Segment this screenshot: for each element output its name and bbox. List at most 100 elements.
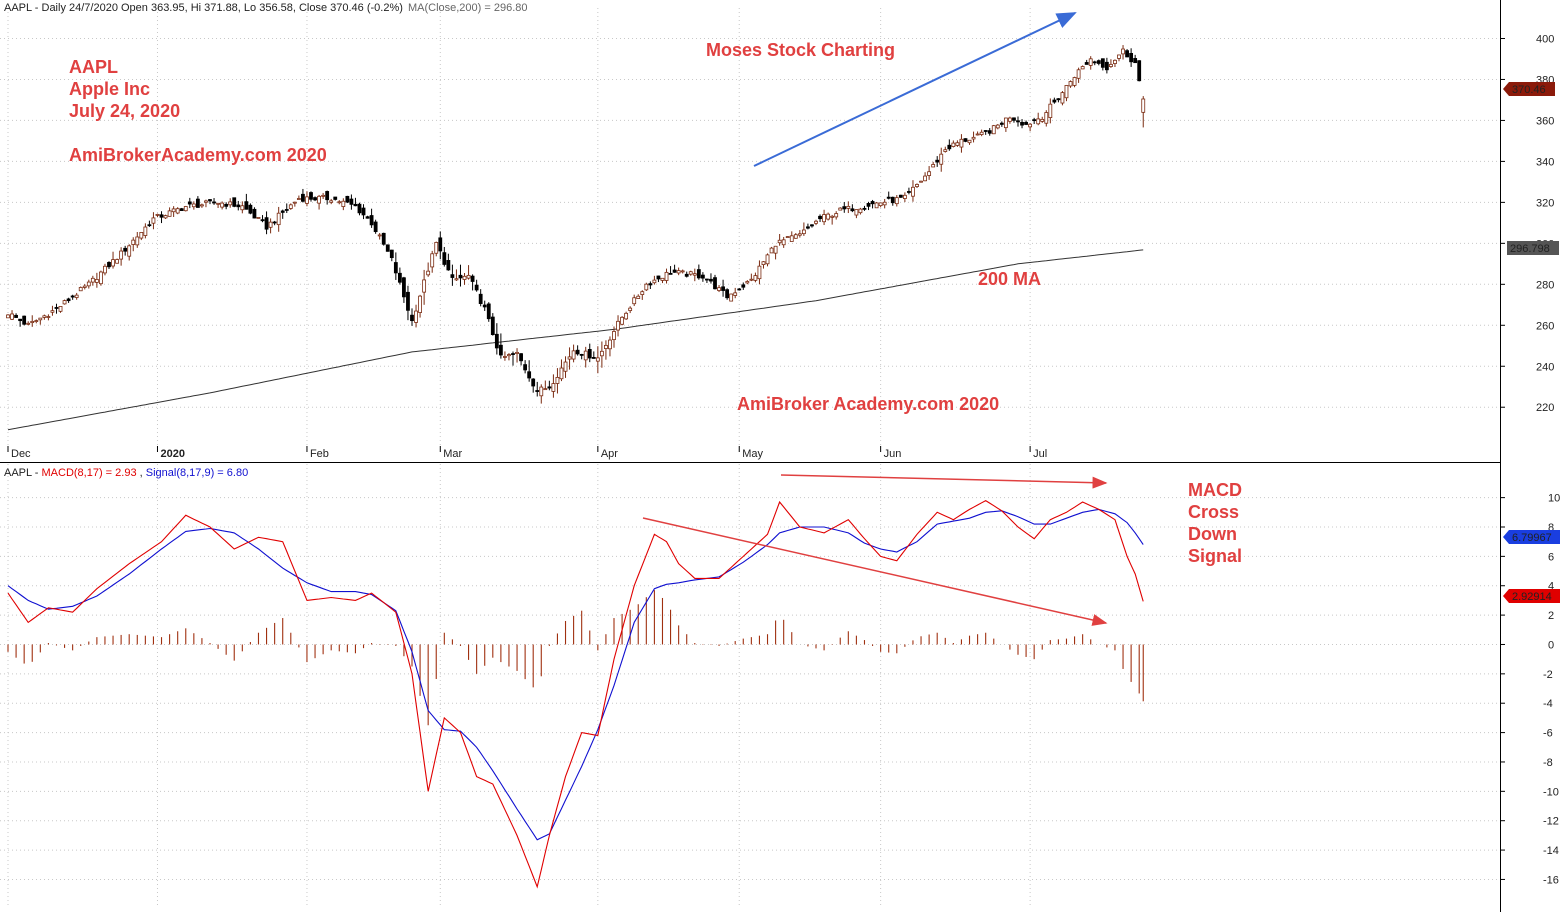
price-panel-header: AAPL - Daily 24/7/2020 Open 363.95, Hi 3… bbox=[4, 2, 528, 14]
ma200-badge: 296.798 bbox=[1507, 241, 1559, 255]
candle bbox=[850, 204, 855, 213]
candle bbox=[135, 231, 140, 248]
candle bbox=[301, 188, 305, 203]
candle bbox=[236, 200, 241, 211]
candle bbox=[232, 197, 237, 208]
candle bbox=[220, 201, 225, 210]
date-tick-label: Apr bbox=[601, 448, 618, 460]
ma200-layer bbox=[7, 249, 1144, 431]
candle bbox=[486, 302, 491, 322]
candle bbox=[1060, 91, 1065, 106]
ma200-line bbox=[7, 249, 1144, 431]
macd-header-macd: MACD(8,17) = 2.93 bbox=[42, 467, 137, 479]
candle bbox=[511, 351, 515, 366]
candle bbox=[761, 261, 766, 269]
candle bbox=[58, 306, 63, 313]
candle bbox=[216, 202, 220, 208]
candle bbox=[430, 250, 435, 273]
candle bbox=[539, 384, 544, 404]
macd-y-axis: -16 -14 -12 -10 -8 -6 -4 -2 0 2 4 6 8 10 bbox=[1500, 493, 1560, 886]
candle bbox=[385, 244, 390, 252]
candle bbox=[781, 236, 786, 248]
candle bbox=[890, 196, 895, 206]
price-y-tick-label: 400 bbox=[1536, 33, 1554, 45]
candle bbox=[38, 317, 43, 325]
candle bbox=[54, 303, 59, 314]
candle bbox=[212, 198, 216, 205]
candle bbox=[531, 378, 536, 393]
price-y-tick-label: 220 bbox=[1536, 402, 1554, 414]
candle bbox=[442, 246, 447, 267]
candle bbox=[373, 219, 378, 234]
candle bbox=[943, 146, 948, 153]
candle bbox=[1044, 110, 1049, 127]
candle bbox=[664, 268, 669, 284]
candle bbox=[818, 214, 822, 222]
candle bbox=[127, 244, 132, 261]
signal-line bbox=[7, 508, 1144, 841]
candle bbox=[1141, 96, 1146, 128]
candle bbox=[717, 284, 721, 293]
candle bbox=[967, 139, 972, 145]
candle bbox=[515, 348, 519, 363]
candle bbox=[700, 272, 705, 282]
macd-header-signal: Signal(8,17,9) = 6.80 bbox=[146, 467, 248, 479]
candle bbox=[927, 166, 932, 180]
candle bbox=[911, 180, 915, 202]
macd-header-ticker: AAPL - bbox=[4, 467, 42, 479]
candle bbox=[862, 205, 867, 211]
candle bbox=[397, 267, 402, 285]
candle bbox=[846, 201, 851, 214]
candle bbox=[151, 212, 156, 230]
candle bbox=[882, 198, 887, 209]
candle bbox=[22, 315, 27, 326]
candle bbox=[321, 192, 326, 199]
candle bbox=[18, 318, 23, 327]
candle bbox=[1117, 54, 1121, 62]
candle bbox=[648, 281, 653, 290]
candle bbox=[644, 282, 649, 292]
candle bbox=[313, 196, 317, 202]
candle bbox=[810, 224, 814, 228]
candle bbox=[167, 207, 172, 217]
candle bbox=[450, 264, 455, 286]
candle bbox=[713, 274, 717, 290]
candle bbox=[919, 180, 923, 183]
candle bbox=[414, 304, 418, 328]
candle bbox=[381, 232, 386, 246]
candle bbox=[503, 351, 507, 361]
candle bbox=[801, 222, 806, 236]
candle bbox=[147, 220, 152, 227]
candle bbox=[389, 249, 394, 262]
candle bbox=[757, 260, 762, 285]
candle bbox=[276, 206, 281, 232]
candle bbox=[111, 251, 115, 269]
candle bbox=[309, 191, 313, 202]
candle bbox=[737, 287, 742, 291]
candle bbox=[878, 202, 883, 208]
candle bbox=[1003, 117, 1008, 132]
macd-y-tick-label: 8 bbox=[1548, 522, 1554, 534]
candle bbox=[462, 273, 467, 285]
candle bbox=[345, 195, 350, 204]
candle bbox=[1080, 65, 1085, 70]
candle bbox=[369, 208, 374, 228]
date-tick-label: 2020 bbox=[160, 448, 184, 460]
price-header-ma: MA(Close,200) = 296.80 bbox=[408, 2, 528, 14]
candle bbox=[575, 345, 580, 356]
date-tick-label: Dec bbox=[11, 448, 31, 460]
candle bbox=[519, 353, 523, 366]
annotations: AAPL Apple Inc July 24, 2020 AmiBroker​A… bbox=[69, 40, 1242, 566]
candle bbox=[555, 368, 560, 394]
candle bbox=[82, 284, 87, 290]
candle bbox=[434, 241, 439, 257]
candle bbox=[402, 276, 406, 303]
candle bbox=[624, 311, 629, 320]
candle bbox=[14, 313, 18, 318]
price-y-tick-label: 260 bbox=[1536, 320, 1554, 332]
candle bbox=[244, 193, 249, 210]
candle bbox=[684, 271, 689, 278]
candle bbox=[119, 247, 124, 266]
candle bbox=[90, 275, 95, 286]
